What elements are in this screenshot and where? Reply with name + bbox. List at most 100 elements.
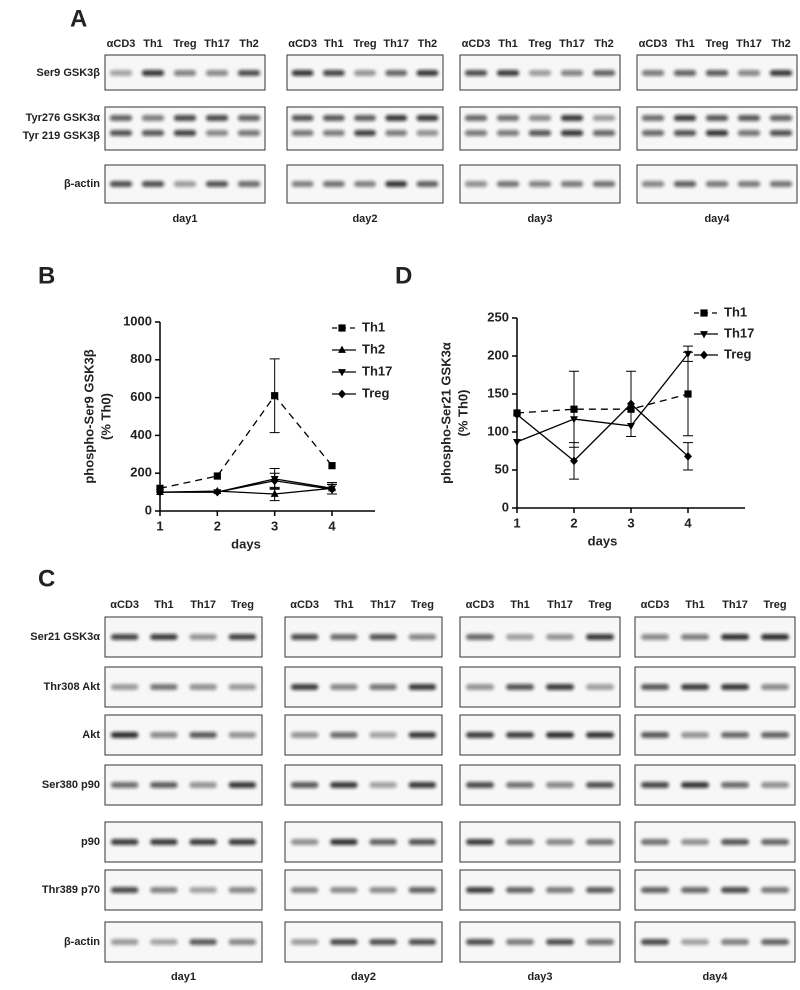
band — [496, 115, 520, 121]
band — [330, 782, 358, 788]
lane-label: Th1 — [498, 38, 518, 50]
band — [237, 130, 261, 136]
band — [464, 130, 488, 136]
marker — [270, 489, 279, 497]
band — [721, 684, 749, 690]
band — [586, 782, 614, 788]
legend-marker — [700, 350, 708, 360]
x-tick-label: 3 — [627, 515, 634, 530]
panel-label: C — [38, 565, 55, 592]
day-label: day4 — [704, 213, 730, 225]
band — [141, 70, 165, 76]
band — [641, 939, 669, 945]
day-label: day3 — [527, 971, 552, 983]
band — [237, 181, 261, 187]
band — [408, 684, 437, 690]
band — [769, 70, 793, 76]
band — [737, 115, 761, 121]
band — [110, 839, 139, 845]
panel-label: A — [70, 5, 87, 32]
x-tick-label: 1 — [156, 518, 163, 533]
band — [290, 839, 319, 845]
band — [322, 70, 345, 76]
band — [150, 939, 178, 945]
legend-label: Treg — [362, 385, 390, 400]
band — [506, 684, 534, 690]
band — [464, 115, 488, 121]
band — [737, 130, 761, 136]
lane-label: Th17 — [559, 38, 585, 50]
lane-label: Treg — [353, 38, 376, 50]
band — [560, 130, 584, 136]
band — [761, 634, 789, 640]
band — [705, 115, 729, 121]
band — [528, 115, 552, 121]
band — [330, 939, 358, 945]
band — [466, 839, 494, 845]
y-tick-label: 200 — [130, 465, 152, 480]
band — [141, 181, 165, 187]
band — [641, 887, 669, 893]
band — [369, 887, 397, 893]
series-line — [160, 480, 333, 493]
x-tick-label: 2 — [570, 515, 577, 530]
band — [150, 684, 178, 690]
lane-label: Th1 — [334, 599, 354, 611]
lane-label: Treg — [705, 38, 728, 50]
band — [330, 684, 358, 690]
band — [385, 115, 408, 121]
band — [761, 684, 789, 690]
band — [385, 181, 408, 187]
band — [705, 181, 729, 187]
band — [228, 684, 257, 690]
band — [466, 782, 494, 788]
lane-label: Treg — [763, 599, 786, 611]
day-label: day2 — [352, 213, 377, 225]
lane-label: αCD3 — [462, 38, 491, 50]
band — [330, 839, 358, 845]
band — [205, 130, 229, 136]
legend-marker — [338, 324, 346, 332]
band — [496, 130, 520, 136]
band — [496, 181, 520, 187]
band — [681, 839, 709, 845]
lane-label: Th1 — [143, 38, 163, 50]
band — [586, 732, 614, 738]
band — [506, 732, 534, 738]
y-tick-label: 800 — [130, 351, 152, 366]
row-label: Ser9 GSK3β — [36, 67, 100, 79]
lane-label: Th2 — [771, 38, 791, 50]
band — [291, 181, 314, 187]
band — [189, 887, 217, 893]
band — [705, 70, 729, 76]
band — [681, 634, 709, 640]
band — [681, 684, 709, 690]
band — [369, 782, 397, 788]
marker — [513, 439, 521, 447]
band — [416, 130, 439, 136]
day-label: day3 — [527, 213, 552, 225]
y-tick-label: 200 — [487, 347, 509, 362]
lane-label: Th2 — [594, 38, 614, 50]
x-axis-label: days — [588, 533, 618, 548]
band — [546, 939, 574, 945]
band — [141, 115, 165, 121]
band — [330, 634, 358, 640]
band — [416, 70, 439, 76]
series-line — [516, 353, 689, 443]
blot-frame — [636, 106, 798, 151]
legend-label: Th1 — [362, 319, 385, 334]
band — [173, 70, 197, 76]
band — [641, 130, 665, 136]
band — [228, 782, 257, 788]
band — [721, 732, 749, 738]
day-label: day2 — [351, 971, 376, 983]
band — [761, 732, 789, 738]
marker — [513, 410, 521, 419]
row-label: Akt — [82, 729, 100, 741]
band — [737, 181, 761, 187]
band — [641, 181, 665, 187]
band — [408, 939, 437, 945]
band — [546, 732, 574, 738]
marker — [213, 487, 222, 497]
